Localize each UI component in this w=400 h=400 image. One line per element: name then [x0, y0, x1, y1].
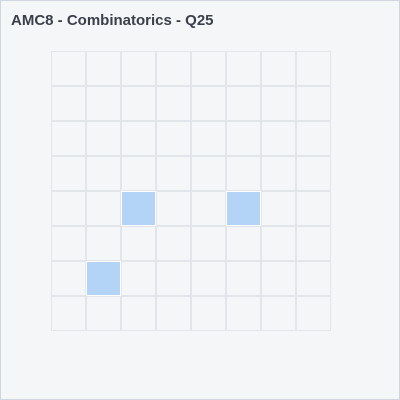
grid-cell: [191, 261, 226, 296]
grid-cell: [261, 261, 296, 296]
grid-cell: [261, 51, 296, 86]
grid-cell: [226, 121, 261, 156]
grid-cell: [296, 86, 331, 121]
grid-cell: [191, 191, 226, 226]
grid-cell: [296, 191, 331, 226]
grid-board: [51, 51, 331, 331]
grid-cell: [86, 226, 121, 261]
grid-cell: [86, 86, 121, 121]
grid-cell: [296, 296, 331, 331]
grid-cell: [51, 226, 86, 261]
grid-cell: [191, 156, 226, 191]
grid-cell: [51, 86, 86, 121]
grid-cell: [51, 121, 86, 156]
grid-cell: [261, 121, 296, 156]
grid-cell: [156, 226, 191, 261]
grid-cell: [191, 51, 226, 86]
grid-cell: [296, 121, 331, 156]
grid-cell: [296, 51, 331, 86]
grid-cell: [86, 296, 121, 331]
grid-cell-marked: [226, 191, 261, 226]
grid-cell: [86, 156, 121, 191]
grid-cell: [51, 296, 86, 331]
grid-cell: [51, 261, 86, 296]
grid-cell: [226, 156, 261, 191]
grid-cell: [51, 51, 86, 86]
grid-cell: [156, 86, 191, 121]
grid-cell-marked: [121, 191, 156, 226]
grid-cell: [191, 296, 226, 331]
grid-cell: [191, 86, 226, 121]
grid-cell-marked: [86, 261, 121, 296]
grid-cell: [156, 261, 191, 296]
grid-cell: [261, 156, 296, 191]
grid-cell: [156, 296, 191, 331]
grid-cell: [261, 226, 296, 261]
grid-cell: [121, 156, 156, 191]
grid-cell: [121, 226, 156, 261]
grid-cell: [156, 156, 191, 191]
grid-cell: [226, 51, 261, 86]
grid-cell: [226, 226, 261, 261]
grid-cell: [51, 156, 86, 191]
grid-cell: [296, 261, 331, 296]
grid-cell: [121, 121, 156, 156]
grid-cell: [226, 261, 261, 296]
figure-title: AMC8 - Combinatorics - Q25: [11, 12, 214, 29]
grid-cell: [156, 51, 191, 86]
grid-cell: [191, 226, 226, 261]
grid-cell: [261, 86, 296, 121]
grid-cell: [86, 51, 121, 86]
grid-cell: [296, 226, 331, 261]
grid-cell: [86, 191, 121, 226]
grid-cell: [156, 191, 191, 226]
grid-cell: [296, 156, 331, 191]
grid-cell: [121, 51, 156, 86]
grid-cell: [261, 191, 296, 226]
grid-cell: [261, 296, 296, 331]
grid-cell: [156, 121, 191, 156]
grid-cell: [191, 121, 226, 156]
grid-cell: [226, 86, 261, 121]
grid-cell: [86, 121, 121, 156]
grid-cell: [121, 296, 156, 331]
grid-cell: [121, 261, 156, 296]
grid-cell: [226, 296, 261, 331]
grid-cell: [51, 191, 86, 226]
grid-cell: [121, 86, 156, 121]
